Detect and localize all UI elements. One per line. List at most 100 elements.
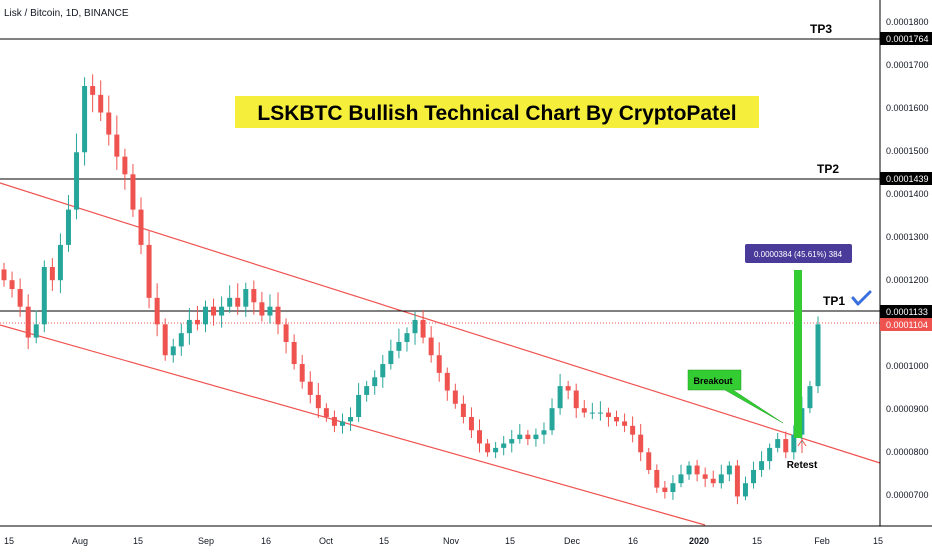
candle-body[interactable] <box>275 306 281 325</box>
candle-body[interactable] <box>339 421 345 426</box>
candle-body[interactable] <box>307 381 313 395</box>
candle-body[interactable] <box>49 266 55 281</box>
candle-body[interactable] <box>396 341 402 351</box>
candle-body[interactable] <box>106 112 112 135</box>
candle-body[interactable] <box>662 487 668 493</box>
candle-body[interactable] <box>597 412 603 414</box>
candle-body[interactable] <box>734 465 740 497</box>
candle-body[interactable] <box>436 355 442 373</box>
candle-body[interactable] <box>404 333 410 342</box>
candle-body[interactable] <box>74 152 80 210</box>
candle-body[interactable] <box>710 478 716 484</box>
candle-body[interactable] <box>460 403 466 418</box>
candle-body[interactable] <box>331 417 337 426</box>
candle-body[interactable] <box>211 306 217 316</box>
candle-body[interactable] <box>702 474 708 479</box>
candle-body[interactable] <box>291 341 297 365</box>
candle-body[interactable] <box>783 439 789 453</box>
candle-body[interactable] <box>283 324 289 342</box>
candle-body[interactable] <box>654 469 660 488</box>
candle-body[interactable] <box>186 319 192 334</box>
candle-body[interactable] <box>154 297 160 325</box>
candle-body[interactable] <box>493 447 499 453</box>
candle-body[interactable] <box>557 386 563 409</box>
candle-body[interactable] <box>646 452 652 470</box>
candle-body[interactable] <box>565 386 571 391</box>
candle-body[interactable] <box>485 443 491 453</box>
candle-body[interactable] <box>267 306 273 316</box>
candle-body[interactable] <box>348 417 354 422</box>
candle-body[interactable] <box>694 465 700 475</box>
candle-body[interactable] <box>791 434 797 453</box>
candle-body[interactable] <box>549 408 555 431</box>
candle-body[interactable] <box>146 244 152 298</box>
candle-body[interactable] <box>372 377 378 387</box>
candle-body[interactable] <box>573 390 579 409</box>
candle-body[interactable] <box>501 443 507 448</box>
candle-body[interactable] <box>759 461 765 470</box>
candle-body[interactable] <box>622 421 628 426</box>
measure-label-box[interactable] <box>745 244 852 263</box>
candle-body[interactable] <box>57 244 63 281</box>
candle-body[interactable] <box>41 266 47 325</box>
candle-body[interactable] <box>388 350 394 365</box>
candle-body[interactable] <box>444 372 450 391</box>
candle-body[interactable] <box>686 465 692 475</box>
channel-upper-line[interactable] <box>0 182 881 464</box>
candle-body[interactable] <box>98 94 104 113</box>
candle-body[interactable] <box>65 209 71 245</box>
candle-body[interactable] <box>259 302 265 316</box>
candle-body[interactable] <box>356 394 362 418</box>
candle-body[interactable] <box>380 364 386 378</box>
candle-body[interactable] <box>251 289 257 303</box>
candle-body[interactable] <box>468 417 474 431</box>
candle-body[interactable] <box>219 306 225 316</box>
candle-body[interactable] <box>815 324 821 387</box>
candle-body[interactable] <box>775 439 781 448</box>
candle-body[interactable] <box>477 430 483 444</box>
candle-body[interactable] <box>82 86 88 153</box>
candle-body[interactable] <box>162 324 168 356</box>
time-axis[interactable]: 15 Aug 15 Sep 16 Oct 15 Nov 15 Dec 16 20… <box>4 536 883 546</box>
candle-body[interactable] <box>726 465 732 475</box>
candle-body[interactable] <box>1 269 7 281</box>
candle-body[interactable] <box>767 447 773 462</box>
candle-body[interactable] <box>170 346 176 356</box>
channel-lower-line[interactable] <box>0 324 706 526</box>
candle-body[interactable] <box>299 364 305 382</box>
candle-body[interactable] <box>605 412 611 418</box>
candle-body[interactable] <box>412 319 418 334</box>
candle-body[interactable] <box>589 412 595 414</box>
candle-body[interactable] <box>742 483 748 497</box>
candle-body[interactable] <box>202 306 208 325</box>
measure-bar[interactable] <box>794 270 802 438</box>
candle-body[interactable] <box>323 408 329 418</box>
candle-body[interactable] <box>315 394 321 409</box>
candle-body[interactable] <box>428 337 434 356</box>
candle-body[interactable] <box>33 324 39 338</box>
candle-body[interactable] <box>670 483 676 493</box>
candle-body[interactable] <box>138 209 144 245</box>
breakout-callout[interactable] <box>687 369 784 424</box>
candle-body[interactable] <box>630 425 636 435</box>
candle-body[interactable] <box>533 434 539 440</box>
candle-body[interactable] <box>114 134 120 157</box>
candle-body[interactable] <box>638 434 644 453</box>
candle-body[interactable] <box>130 174 136 210</box>
candle-body[interactable] <box>420 319 426 338</box>
candle-body[interactable] <box>751 469 757 484</box>
candle-body[interactable] <box>364 386 370 395</box>
candle-body[interactable] <box>718 474 724 484</box>
candle-body[interactable] <box>807 386 813 409</box>
candle-body[interactable] <box>25 306 31 338</box>
candle-body[interactable] <box>614 417 620 422</box>
candle-body[interactable] <box>178 333 184 347</box>
candle-body[interactable] <box>227 297 233 307</box>
candle-body[interactable] <box>525 434 531 440</box>
candle-body[interactable] <box>517 434 523 440</box>
plot-area[interactable]: 0.0000384 (45.61%) 384 Breakout Retest T… <box>0 8 881 526</box>
candle-body[interactable] <box>9 280 15 290</box>
price-axis[interactable]: 0.0001800 0.0001700 0.0001600 0.0001500 … <box>880 17 932 500</box>
candle-body[interactable] <box>194 319 200 325</box>
